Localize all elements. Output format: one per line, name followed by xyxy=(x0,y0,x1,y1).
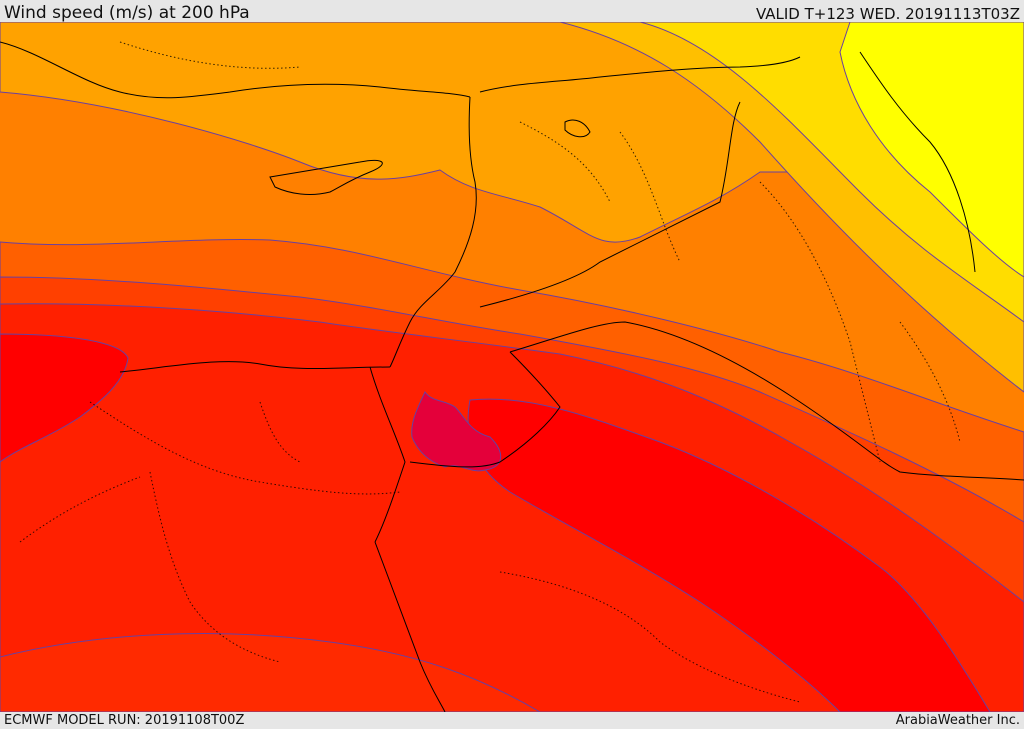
border-iraq-iran xyxy=(859,51,976,273)
coastline-levant xyxy=(389,96,477,368)
credit: ArabiaWeather Inc. xyxy=(895,713,1020,728)
band-red-west xyxy=(0,333,129,463)
valid-time: VALID T+123 WED. 20191113T03Z xyxy=(755,5,1020,23)
coastline-sinai xyxy=(369,366,406,543)
cyprus-outline xyxy=(269,159,383,195)
border-saudi xyxy=(509,321,1024,481)
weather-map xyxy=(0,22,1024,712)
model-run: ECMWF MODEL RUN: 20191108T00Z xyxy=(4,713,245,728)
border-syria-iraq xyxy=(479,56,801,93)
admin-boundaries xyxy=(19,41,961,703)
border-sinai-jordan xyxy=(409,351,561,468)
band-yellow xyxy=(839,22,1024,278)
coastline-turkey xyxy=(0,41,471,99)
coastline-red-sea xyxy=(374,541,446,712)
band-red-jet xyxy=(467,398,991,712)
wind-speed-field xyxy=(0,22,1024,712)
lake-outline xyxy=(564,119,591,138)
coastline-egypt xyxy=(119,361,391,373)
header-bar: Wind speed (m/s) at 200 hPa VALID T+123 … xyxy=(0,0,1024,23)
map-title: Wind speed (m/s) at 200 hPa xyxy=(4,3,250,23)
band-scarlet-south xyxy=(0,633,541,712)
political-borders xyxy=(0,41,1024,712)
band-crimson-core xyxy=(411,391,502,472)
border-jordan xyxy=(479,101,741,308)
footer-bar: ECMWF MODEL RUN: 20191108T00Z ArabiaWeat… xyxy=(0,712,1024,729)
